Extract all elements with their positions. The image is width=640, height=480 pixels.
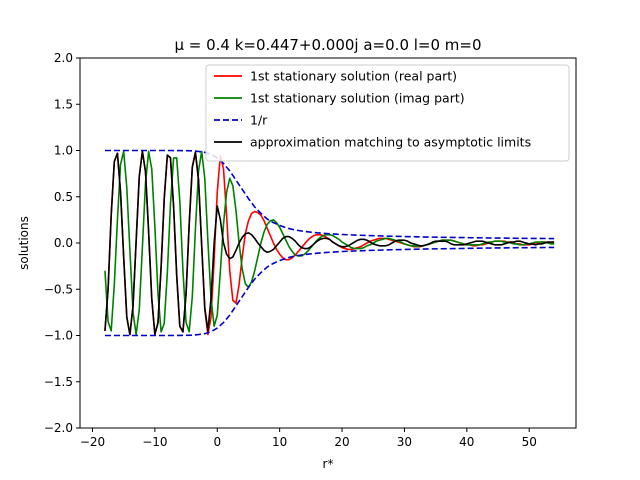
plot-frame	[79, 57, 577, 429]
y-tick-label: 1.0	[54, 144, 73, 158]
y-tick-label: 1.5	[54, 97, 73, 111]
y-tick-label: 0.5	[54, 190, 73, 204]
y-tick-label: −1.5	[44, 375, 73, 389]
legend: 1st stationary solution (real part) 1st s…	[205, 64, 570, 162]
y-tick-label: −1.0	[44, 329, 73, 343]
legend-label: approximation matching to asymptotic lim…	[250, 135, 531, 150]
x-tick-label: 50	[522, 435, 537, 449]
ticks-layer: −20 −10 0 10 20 30 40 50 −2.0 −1.5 −1.0 −0.5 0.0 0.5 1…	[44, 51, 537, 449]
chart-title: μ = 0.4 k=0.447+0.000j a=0.0 l=0 m=0	[174, 36, 481, 54]
legend-label: 1st stationary solution (real part)	[250, 69, 457, 84]
legend-label: 1st stationary solution (imag part)	[250, 91, 465, 106]
x-tick-label: 10	[272, 435, 287, 449]
x-tick-label: 30	[397, 435, 412, 449]
x-tick-label: 40	[459, 435, 474, 449]
series-line-3	[104, 150, 555, 336]
y-tick-label: 2.0	[54, 51, 73, 65]
x-tick-label: 0	[213, 435, 221, 449]
x-tick-label: −20	[80, 435, 105, 449]
x-axis-label: r*	[323, 457, 334, 471]
x-tick-label: 20	[334, 435, 349, 449]
x-tick-label: −10	[142, 435, 167, 449]
series-line-1	[104, 150, 555, 336]
y-axis-label: solutions	[17, 216, 31, 270]
legend-label: 1/r	[250, 113, 268, 128]
series-line-4	[104, 246, 555, 337]
y-tick-label: −2.0	[44, 421, 73, 435]
legend-box	[205, 64, 570, 162]
y-tick-label: 0.0	[54, 236, 73, 250]
y-tick-label: −0.5	[44, 282, 73, 296]
